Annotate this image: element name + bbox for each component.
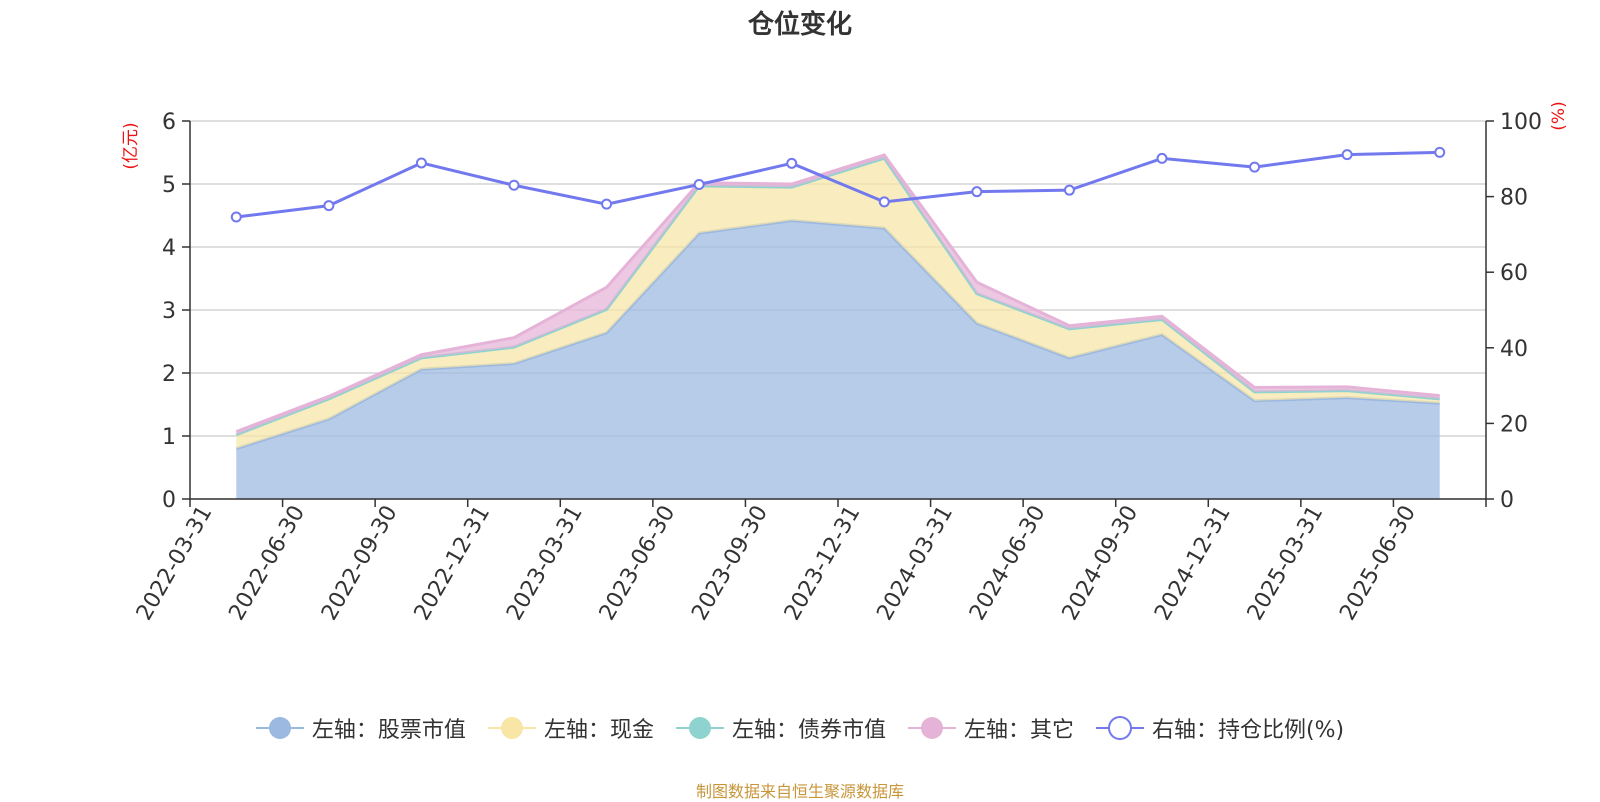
legend-swatch-stock-icon (255, 717, 304, 739)
ratio-point (1063, 184, 1075, 196)
left-tick-label: 1 (162, 425, 176, 450)
left-tick-label: 6 (162, 110, 176, 135)
x-tick-label: 2022-12-31 (410, 502, 496, 625)
right-tick-label: 60 (1500, 261, 1528, 286)
ratio-point (878, 196, 890, 208)
ratio-point (1156, 152, 1168, 164)
chart-legend: 左轴：股票市值 左轴：现金 左轴：债券市值 左轴：其它 右轴：持仓比例(%) (0, 712, 1600, 744)
right-tick-label: 20 (1500, 412, 1528, 437)
x-tick-label: 2023-03-31 (502, 502, 588, 625)
ratio-point (1249, 161, 1261, 173)
ratio-point (1341, 149, 1353, 161)
x-tick-label: 2024-03-31 (872, 502, 958, 625)
legend-swatch-bond-icon (675, 717, 724, 739)
legend-item-position-ratio[interactable]: 右轴：持仓比例(%) (1095, 712, 1345, 744)
legend-swatch-ratio-icon (1095, 716, 1144, 740)
x-tick-label: 2022-03-31 (132, 502, 218, 625)
left-tick-label: 2 (162, 362, 176, 387)
area-左轴：股票市值 (236, 220, 1440, 500)
right-tick-label: 80 (1500, 186, 1528, 211)
x-tick-label: 2022-06-30 (224, 502, 310, 625)
left-tick-label: 0 (162, 488, 176, 513)
legend-label-position-ratio: 右轴：持仓比例(%) (1151, 718, 1345, 743)
x-tick-label: 2023-09-30 (687, 502, 773, 625)
legend-item-bond[interactable]: 左轴：债券市值 (675, 712, 886, 744)
left-axis-unit-label: (亿元) (121, 122, 141, 169)
legend-item-cash[interactable]: 左轴：现金 (487, 712, 654, 744)
legend-swatch-cash-icon (487, 717, 536, 739)
left-tick-label: 5 (162, 173, 176, 198)
x-tick-label: 2024-09-30 (1058, 502, 1144, 625)
ratio-point (693, 179, 705, 191)
x-tick-label: 2023-12-31 (780, 502, 866, 625)
ratio-point (1434, 146, 1446, 158)
area-左轴：现金 (236, 158, 1440, 449)
legend-label-cash: 左轴：现金 (543, 718, 654, 743)
ratio-point (323, 200, 335, 212)
x-tick-label: 2022-09-30 (317, 502, 403, 625)
source-note: 制图数据来自恒生聚源数据库 (695, 782, 904, 801)
legend-label-stock: 左轴：股票市值 (311, 718, 466, 743)
x-tick-label: 2024-06-30 (965, 502, 1051, 625)
ratio-point (786, 157, 798, 169)
line-series-position-ratio (236, 150, 1440, 219)
left-tick-label: 3 (162, 299, 176, 324)
ratio-point (415, 157, 427, 169)
x-tick-label: 2024-12-31 (1150, 502, 1236, 625)
right-tick-label: 0 (1500, 488, 1514, 513)
legend-swatch-other-icon (907, 717, 956, 739)
right-tick-label: 40 (1500, 337, 1528, 362)
legend-label-bond: 左轴：债券市值 (731, 718, 886, 743)
x-tick-label: 2025-03-31 (1243, 502, 1329, 625)
right-tick-label: 100 (1500, 110, 1542, 135)
ratio-point (971, 186, 983, 198)
left-tick-label: 4 (162, 236, 176, 261)
x-tick-label: 2023-06-30 (595, 502, 681, 625)
legend-item-stock[interactable]: 左轴：股票市值 (255, 712, 466, 744)
ratio-point (601, 198, 613, 210)
legend-label-other: 左轴：其它 (963, 718, 1074, 743)
x-tick-label: 2025-06-30 (1335, 502, 1421, 625)
ratio-point (230, 211, 242, 223)
chart-title: 仓位变化 (747, 10, 852, 40)
legend-item-other[interactable]: 左轴：其它 (907, 712, 1074, 744)
right-axis-unit-label: (%) (1549, 101, 1569, 130)
area-edge-左轴：其它 (235, 153, 1440, 433)
ratio-point (508, 179, 520, 191)
